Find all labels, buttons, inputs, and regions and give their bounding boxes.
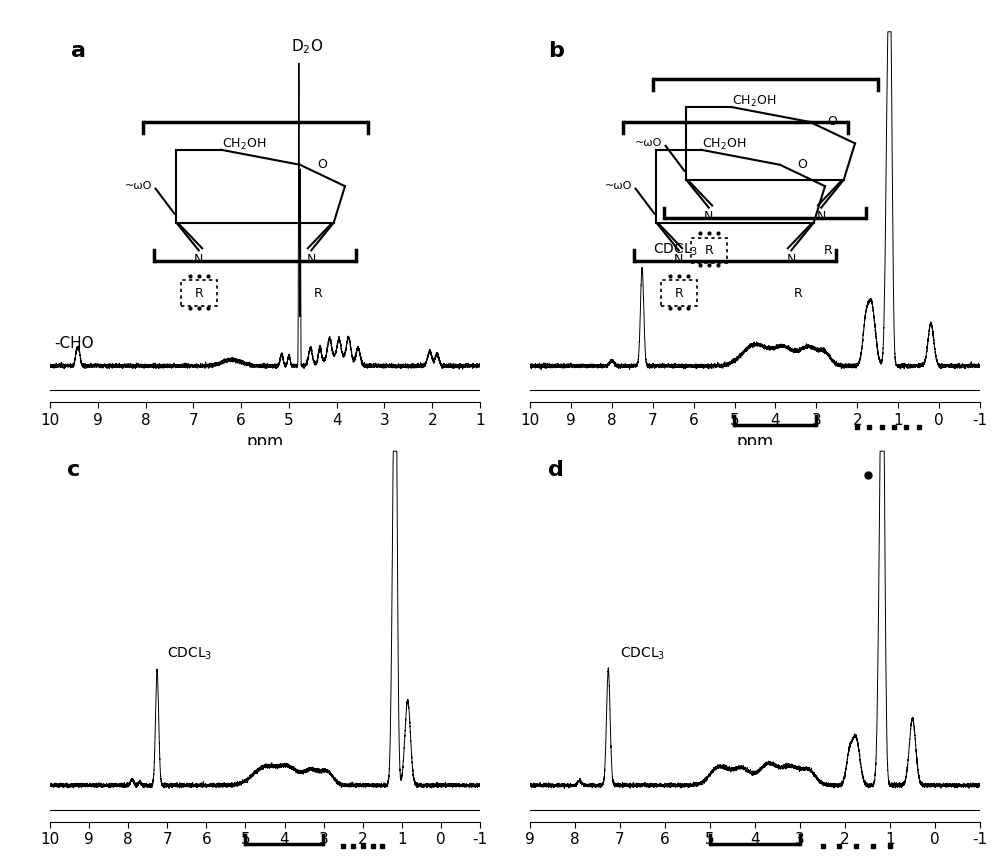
Text: ~ωO: ~ωO bbox=[124, 181, 152, 191]
Text: ~ωO: ~ωO bbox=[635, 139, 662, 148]
Text: O: O bbox=[798, 158, 807, 171]
Text: R: R bbox=[824, 244, 832, 257]
Text: R: R bbox=[794, 287, 802, 300]
X-axis label: ppm: ppm bbox=[246, 433, 284, 451]
Text: R: R bbox=[314, 287, 322, 300]
Text: R: R bbox=[704, 244, 713, 257]
Text: -CHO: -CHO bbox=[54, 336, 94, 351]
Text: D$_2$O: D$_2$O bbox=[291, 38, 324, 56]
Text: R: R bbox=[674, 287, 683, 300]
Text: N: N bbox=[307, 253, 316, 265]
Text: CDCL$_3$: CDCL$_3$ bbox=[167, 645, 213, 663]
Text: d: d bbox=[548, 461, 564, 480]
Text: N: N bbox=[787, 253, 796, 265]
Text: CH$_2$OH: CH$_2$OH bbox=[732, 94, 776, 110]
Text: CH$_2$OH: CH$_2$OH bbox=[222, 137, 266, 152]
Text: c: c bbox=[67, 461, 80, 480]
Text: N: N bbox=[194, 253, 203, 265]
Text: CDCL$_3$: CDCL$_3$ bbox=[620, 645, 665, 663]
Text: N: N bbox=[674, 253, 683, 265]
Text: N: N bbox=[817, 210, 826, 223]
X-axis label: ppm: ppm bbox=[736, 433, 774, 451]
Text: O: O bbox=[318, 158, 327, 171]
Text: O: O bbox=[828, 116, 837, 128]
X-axis label: ppm: ppm bbox=[736, 853, 774, 856]
Text: R: R bbox=[194, 287, 203, 300]
Text: N: N bbox=[704, 210, 713, 223]
Text: a: a bbox=[72, 41, 87, 61]
Text: CDCL$_3$: CDCL$_3$ bbox=[653, 241, 698, 258]
Text: CH$_2$OH: CH$_2$OH bbox=[702, 137, 746, 152]
Text: ~ωO: ~ωO bbox=[604, 181, 632, 191]
Text: b: b bbox=[548, 41, 564, 61]
X-axis label: ppm: ppm bbox=[246, 853, 284, 856]
